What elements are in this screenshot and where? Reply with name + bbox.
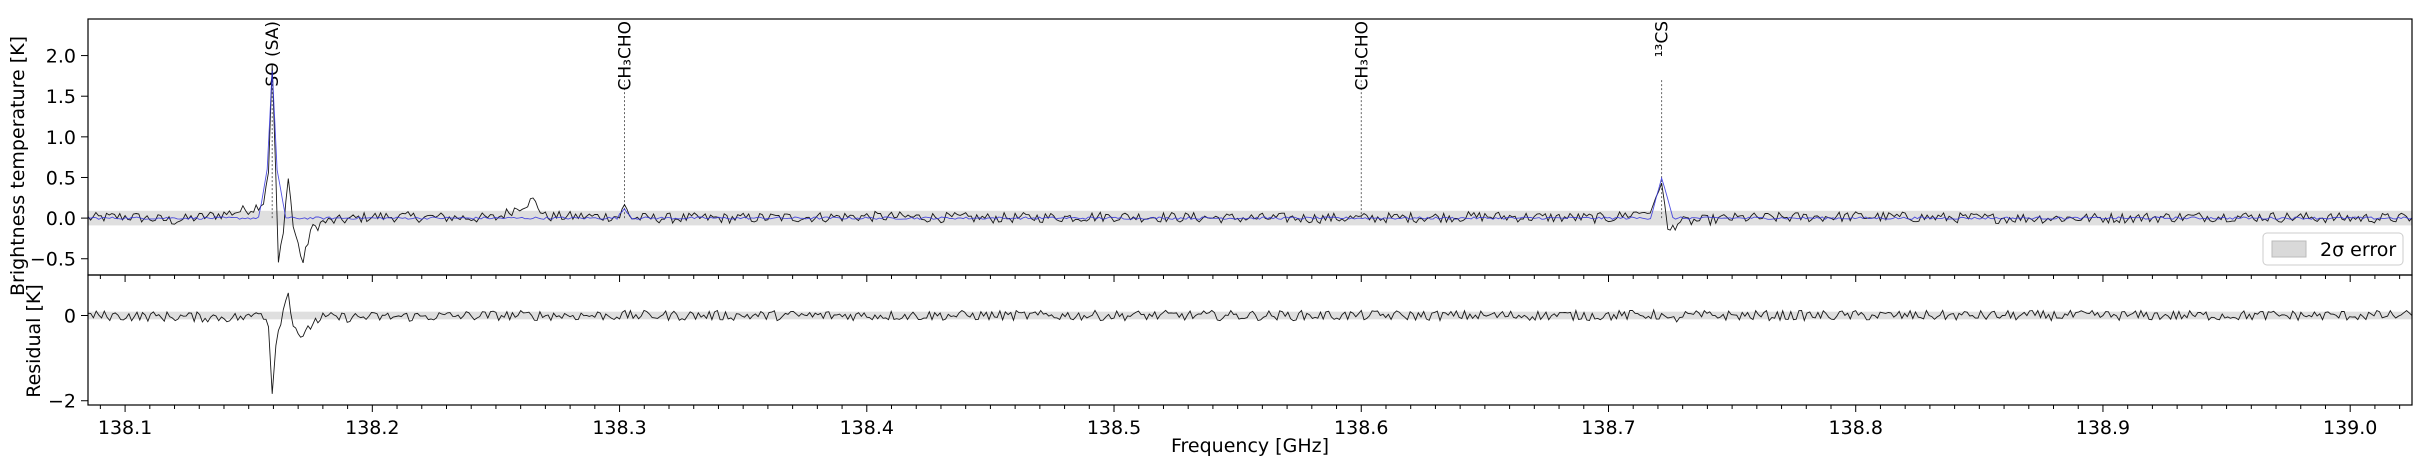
x-tick-label: 139.0 xyxy=(2323,417,2377,439)
x-tick-label: 138.6 xyxy=(1334,417,1388,439)
y-tick-label: 0 xyxy=(64,305,76,327)
legend-label: 2σ error xyxy=(2320,239,2396,261)
x-tick-label: 138.7 xyxy=(1581,417,1635,439)
y-tick-label: 1.5 xyxy=(46,86,76,108)
spectrum-panel: SO (SA) CH₃CHO CH₃CHO ¹³CS −0.5 0.0 0.5 1.0 1.5 2… xyxy=(30,18,2413,282)
model-series xyxy=(87,70,2413,220)
plot-frame xyxy=(87,18,2413,276)
line-label: CH₃CHO xyxy=(615,21,635,91)
y-tick-label: 1.0 xyxy=(46,127,76,149)
line-label: CH₃CHO xyxy=(1352,21,1372,91)
data-series xyxy=(87,292,2413,394)
spectrum-y-axis-label: Brightness temperature [K] xyxy=(7,36,29,296)
y-tick-label: −0.5 xyxy=(30,249,76,271)
x-tick-label: 138.5 xyxy=(1087,417,1141,439)
x-axis-label: Frequency [GHz] xyxy=(1171,435,1329,457)
data-series xyxy=(87,64,2413,264)
legend-error-swatch xyxy=(2271,240,2307,258)
x-tick-label: 138.8 xyxy=(1829,417,1883,439)
y-tick-label: −2 xyxy=(48,391,76,413)
y-tick-label: 2.0 xyxy=(46,46,76,68)
line-label: SO (SA) xyxy=(263,21,283,87)
x-tick-label: 138.2 xyxy=(345,417,399,439)
error-band xyxy=(88,311,2412,320)
legend: 2σ error xyxy=(2262,232,2404,266)
x-tick-label: 138.9 xyxy=(2076,417,2130,439)
x-tick-label: 138.4 xyxy=(840,417,894,439)
x-tick-label: 138.1 xyxy=(98,417,152,439)
y-tick-label: 0.5 xyxy=(46,167,76,189)
line-label: ¹³CS xyxy=(1653,21,1673,57)
residual-panel: −2 0 138.1 138.2 138.3 138.4 138.5 138.6 138.7 13… xyxy=(48,274,2413,439)
x-tick-label: 138.3 xyxy=(592,417,646,439)
y-tick-label: 0.0 xyxy=(46,208,76,230)
residual-y-axis-label: Residual [K] xyxy=(23,284,45,398)
plot-frame xyxy=(87,274,2413,406)
